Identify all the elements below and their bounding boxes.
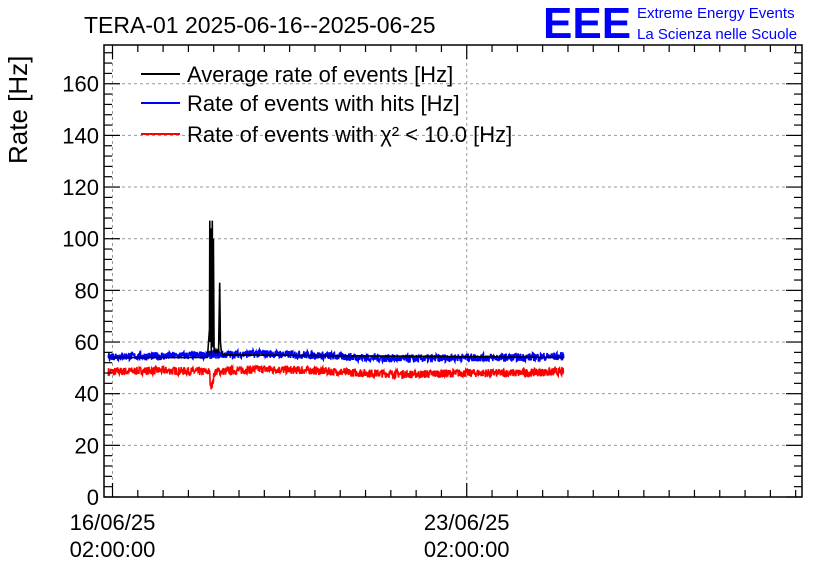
legend-label: Average rate of events [Hz] [187, 62, 453, 87]
plot-frame [103, 44, 803, 498]
logo-line2: La Scienza nelle Scuole [637, 26, 797, 43]
axis-ticks [104, 45, 802, 498]
y-tick-label: 20 [75, 433, 99, 458]
legend-label: Rate of events with χ² < 10.0 [Hz] [187, 122, 512, 147]
logo-line1: Extreme Energy Events [637, 5, 795, 22]
y-tick-label: 40 [75, 382, 99, 407]
x-tick-label-time: 02:00:00 [424, 537, 510, 562]
y-tick-label: 100 [62, 227, 99, 252]
y-axis-label: Rate [Hz] [3, 56, 33, 164]
x-tick-label-time: 02:00:00 [70, 537, 156, 562]
y-tick-label: 80 [75, 278, 99, 303]
legend: Average rate of events [Hz] Rate of event… [141, 62, 512, 147]
y-tick-label: 60 [75, 330, 99, 355]
legend-label: Rate of events with hits [Hz] [187, 91, 460, 116]
series-line-average-rate [108, 220, 564, 359]
y-tick-label: 120 [62, 175, 99, 200]
y-tick-labels: 0 20 40 60 80 100 120 140 160 [62, 72, 99, 510]
logo-mark: EEE [543, 0, 631, 48]
eee-logo: EEE Extreme Energy Events La Scienza nel… [543, 0, 797, 48]
x-tick-label-date: 16/06/25 [70, 510, 156, 535]
y-tick-label: 0 [87, 485, 99, 510]
chart-title: TERA-01 2025-06-16--2025-06-25 [84, 12, 436, 38]
y-tick-label: 160 [62, 72, 99, 97]
series-lines [107, 220, 565, 390]
x-tick-label-date: 23/06/25 [424, 510, 510, 535]
series-line-chi2-rate [107, 363, 565, 390]
y-tick-label: 140 [62, 123, 99, 148]
